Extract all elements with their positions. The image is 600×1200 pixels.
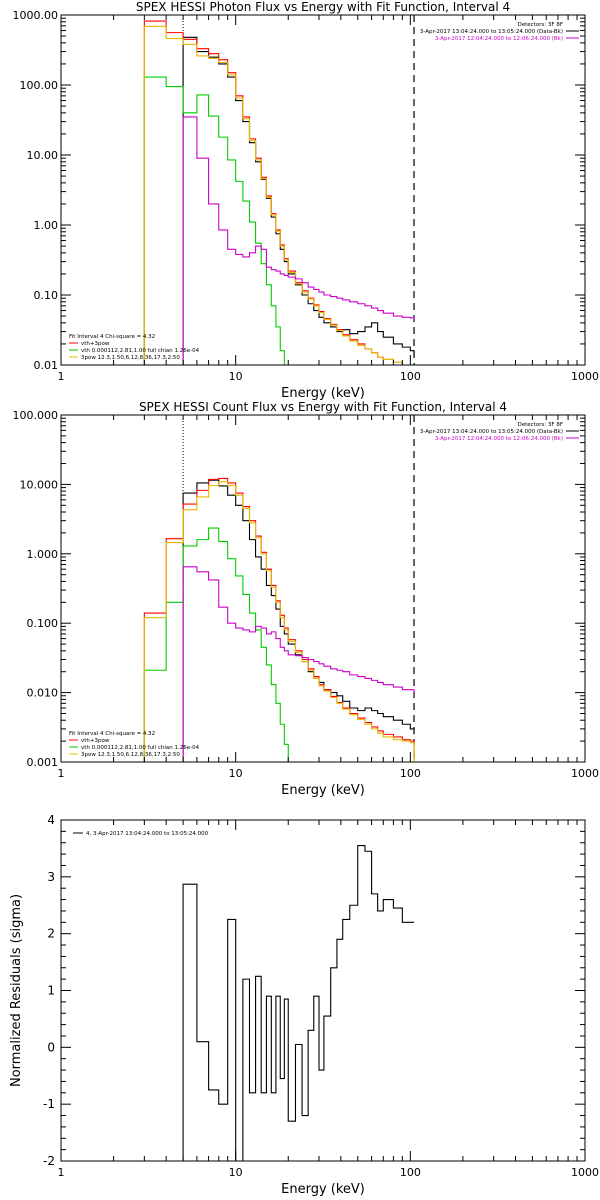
y-axis-label: Normalized Residuals (sigma) — [9, 894, 24, 1087]
legend-info-text: 3-Apr-2017 12:04:24.000 to 12:06:24.000 … — [435, 36, 563, 42]
chart-title: SPEX HESSI Count Flux vs Energy with Fit… — [139, 400, 507, 414]
legend-info-text: 3-Apr-2017 12:04:24.000 to 12:06:24.000 … — [435, 436, 563, 442]
x-tick-label: 100 — [400, 767, 421, 780]
y-tick-label: 100.000 — [13, 409, 59, 422]
legend-fit-text: vth 0.000112,2.81,1.00 full chian 1.26e-… — [81, 745, 200, 751]
x-tick-label: 10 — [229, 767, 243, 780]
x-axis-label: Energy (keV) — [281, 1182, 365, 1197]
plot-frame — [60, 819, 586, 1162]
series-bk — [182, 116, 415, 365]
x-tick-label: 1000 — [571, 370, 599, 383]
plot-frame — [60, 414, 586, 763]
y-tick-label: 1.00 — [34, 219, 59, 232]
x-tick-label: 100 — [400, 1166, 421, 1179]
legend-info-text: Detectors: 3F 8F — [517, 422, 563, 428]
chart-panel-3: 1 10 100 1000 Energy (keV) -2 -1 0 1 2 3 4 Normalize… — [9, 813, 599, 1197]
x-tick-label: 1 — [58, 370, 65, 383]
series-vth-3pow — [143, 477, 415, 762]
y-tick-label: 1 — [47, 984, 55, 998]
y-tick-label: 4 — [47, 813, 55, 827]
y-tick-label: -2 — [43, 1154, 55, 1168]
legend-fit-text: Fit Interval 4 Chi-square = 4.32 — [69, 731, 155, 737]
chart-title: SPEX HESSI Photon Flux vs Energy with Fi… — [136, 0, 510, 14]
legend-fit-text: 3pow 12.3,1.50,6.12,8.36,17.3,2.50 — [81, 355, 180, 361]
x-tick-label: 1000 — [571, 1166, 599, 1179]
x-tick-label: 1000 — [571, 767, 599, 780]
y-tick-label: 3 — [47, 870, 55, 884]
series-residuals — [182, 845, 415, 1162]
y-tick-label: 100.00 — [20, 79, 59, 92]
legend-fit-text: vth+3pow — [81, 341, 110, 347]
y-tick-label: 2 — [47, 927, 55, 941]
y-tick-label: 1000.00 — [13, 9, 59, 22]
x-axis-label: Energy (keV) — [281, 386, 365, 401]
series-bk — [182, 566, 415, 762]
y-tick-label: 0.010 — [27, 687, 59, 700]
y-tick-label: 0.01 — [34, 359, 59, 372]
legend-fit-text: 3pow 12.3,1.50,6.12,8.36,17.3,2.50 — [81, 752, 180, 758]
x-tick-label: 100 — [400, 370, 421, 383]
series-vth — [143, 76, 289, 366]
y-tick-label: 0.10 — [34, 289, 59, 302]
series-3pow — [143, 25, 415, 366]
y-tick-label: 1.000 — [27, 548, 59, 561]
y-tick-label: 10.00 — [27, 149, 59, 162]
series-data-bk — [182, 479, 415, 762]
x-tick-label: 1 — [58, 767, 65, 780]
legend-fit-text: vth 0.000112,2.81,1.00 full chian 1.26e-… — [81, 348, 200, 354]
series-vth — [143, 527, 296, 763]
plot-frame — [60, 14, 586, 366]
legend-info-text: Detectors: 3F 8F — [517, 22, 563, 28]
x-tick-label: 1 — [58, 1166, 65, 1179]
x-tick-label: 10 — [229, 1166, 243, 1179]
series-3pow — [143, 481, 415, 762]
y-tick-label: 10.000 — [20, 478, 59, 491]
series-vth-3pow — [143, 20, 415, 366]
legend-interval-text: 4, 3-Apr-2017 13:04:24.000 to 13:05:24.0… — [86, 831, 209, 837]
y-tick-label: 0.100 — [27, 617, 59, 630]
y-tick-label: 0 — [47, 1040, 55, 1054]
chart-panel-2: SPEX HESSI Count Flux vs Energy with Fit… — [13, 400, 600, 798]
y-tick-label: -1 — [43, 1097, 55, 1111]
x-tick-label: 10 — [229, 370, 243, 383]
x-axis-label: Energy (keV) — [281, 783, 365, 798]
legend-fit-text: vth+3pow — [81, 738, 110, 744]
series-data-bk — [182, 36, 415, 365]
chart-panel-1: SPEX HESSI Photon Flux vs Energy with Fi… — [13, 0, 600, 401]
legend-info-text: 3-Apr-2017 13:04:24.000 to 13:05:24.000 … — [420, 429, 563, 435]
legend-info-text: 3-Apr-2017 13:04:24.000 to 13:05:24.000 … — [420, 29, 563, 35]
legend-fit-text: Fit Interval 4 Chi-square = 4.32 — [69, 334, 155, 340]
y-tick-label: 0.001 — [27, 756, 59, 769]
